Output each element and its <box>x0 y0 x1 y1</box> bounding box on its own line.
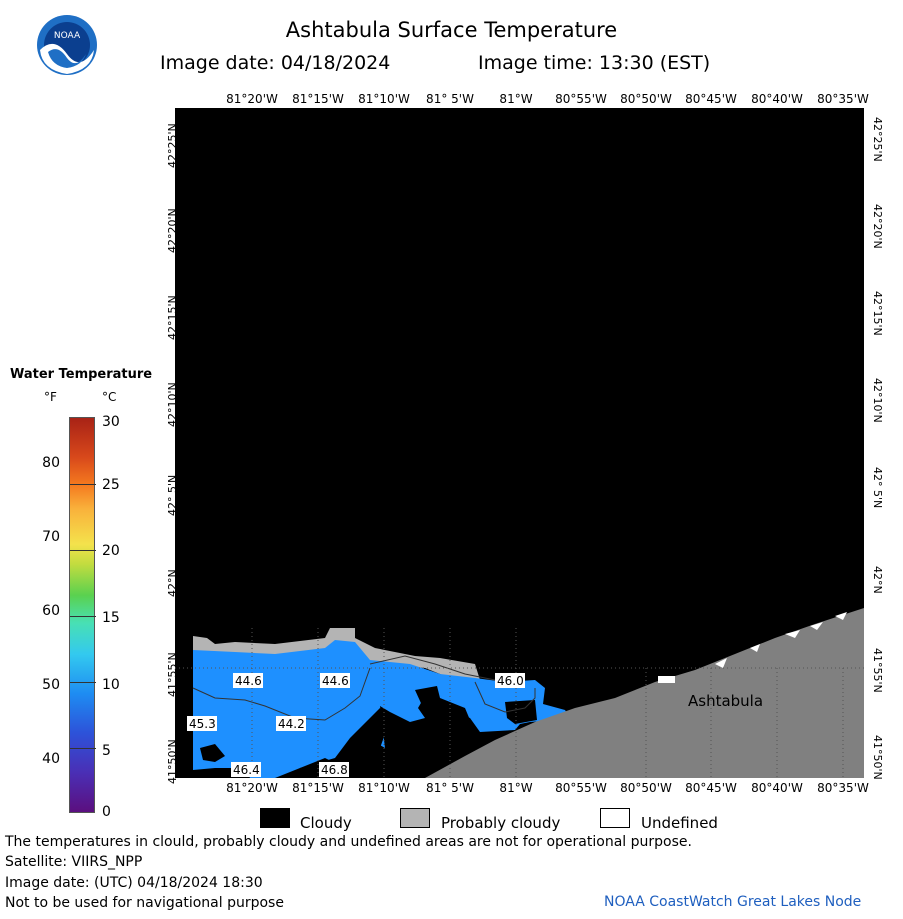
temp-label: 44.6 <box>322 674 349 688</box>
cloud-patch <box>295 708 390 778</box>
cloud-patch <box>200 744 225 762</box>
undefined-area <box>658 612 847 683</box>
lon-label-bottom: 81°15'W <box>292 781 344 795</box>
disclaimer-text: The temperatures in clould, probably clo… <box>5 834 692 850</box>
cloud-patch <box>415 686 470 722</box>
tick-c: 0 <box>102 804 111 820</box>
undefined-swatch <box>600 808 630 828</box>
logo-text: NOAA <box>54 31 81 41</box>
satellite-text: Satellite: VIIRS_NPP <box>5 854 143 870</box>
lon-label-bottom: 80°35'W <box>817 781 869 795</box>
contour-line <box>192 667 371 721</box>
city-label: Ashtabula <box>688 692 763 710</box>
probably-cloudy-label: Probably cloudy <box>441 814 561 832</box>
legend-title: Water Temperature <box>10 367 153 382</box>
tick-f: 80 <box>42 455 60 471</box>
cloudy-label: Cloudy <box>300 814 352 832</box>
lon-label-top: 81°20'W <box>226 92 278 106</box>
lon-label-bottom: 81°10'W <box>358 781 410 795</box>
land-area <box>425 608 864 778</box>
lon-label-bottom: 80°55'W <box>555 781 607 795</box>
lon-label-top: 80°55'W <box>555 92 607 106</box>
image-date: Image date: 04/18/2024 <box>160 52 391 74</box>
lon-label-bottom: 81°20'W <box>226 781 278 795</box>
utc-date-text: Image date: (UTC) 04/18/2024 18:30 <box>5 875 263 891</box>
cloudy-swatch <box>260 808 290 828</box>
lat-label-right: 42°25'N <box>871 117 884 162</box>
lon-label-top: 81°15'W <box>292 92 344 106</box>
tick-c: 25 <box>102 477 120 493</box>
contour-line <box>474 681 536 713</box>
probably-cloudy-swatch <box>400 808 430 828</box>
image-time: Image time: 13:30 (EST) <box>478 52 711 74</box>
tick-c: 5 <box>102 743 111 759</box>
lon-label-bottom: 80°45'W <box>685 781 737 795</box>
tick-f: 40 <box>42 751 60 767</box>
navigation-warning: Not to be used for navigational purpose <box>5 895 284 911</box>
temperature-map[interactable]: 44.6 44.6 46.0 45.3 44.2 46.4 46.8 Ashta… <box>175 108 864 778</box>
lon-label-top: 80°50'W <box>620 92 672 106</box>
lat-label-right: 42°10'N <box>871 378 884 423</box>
lon-label-top: 80°45'W <box>685 92 737 106</box>
lat-label-right: 42°15'N <box>871 291 884 336</box>
temp-label: 44.2 <box>278 717 305 731</box>
tick-c: 10 <box>102 677 120 693</box>
lon-label-bottom: 81°W <box>499 781 533 795</box>
lat-label-right: 41°55'N <box>871 648 884 693</box>
tick-c: 30 <box>102 414 120 430</box>
node-credit: NOAA CoastWatch Great Lakes Node <box>604 894 862 910</box>
undefined-label: Undefined <box>641 814 718 832</box>
tick-f: 60 <box>42 603 60 619</box>
lat-label-right: 42° 5'N <box>871 467 884 509</box>
temp-label: 44.6 <box>235 674 262 688</box>
lon-label-top: 81°10'W <box>358 92 410 106</box>
noaa-logo-icon: NOAA <box>37 15 97 75</box>
lon-label-top: 81°W <box>499 92 533 106</box>
unit-f: °F <box>44 390 57 404</box>
lat-label-right: 42°20'N <box>871 204 884 249</box>
unit-c: °C <box>102 390 117 404</box>
temp-label: 46.8 <box>321 763 348 777</box>
lon-label-top: 80°35'W <box>817 92 869 106</box>
lon-label-top: 81° 5'W <box>426 92 474 106</box>
cloud-patch <box>505 700 537 724</box>
temp-label: 46.0 <box>497 674 524 688</box>
lat-label-right: 41°50'N <box>871 735 884 780</box>
tick-f: 70 <box>42 529 60 545</box>
temp-label: 46.4 <box>233 763 260 777</box>
lon-label-bottom: 80°40'W <box>751 781 803 795</box>
lon-label-top: 80°40'W <box>751 92 803 106</box>
temp-label: 45.3 <box>189 717 216 731</box>
lon-label-bottom: 81° 5'W <box>426 781 474 795</box>
lat-label-right: 42°N <box>871 566 884 594</box>
tick-f: 50 <box>42 677 60 693</box>
water-area <box>193 640 570 778</box>
lon-label-bottom: 80°50'W <box>620 781 672 795</box>
tick-c: 15 <box>102 610 120 626</box>
page-title: Ashtabula Surface Temperature <box>285 18 618 42</box>
graticule <box>175 628 864 778</box>
tick-c: 20 <box>102 543 120 559</box>
temperature-colorbar <box>69 417 96 813</box>
